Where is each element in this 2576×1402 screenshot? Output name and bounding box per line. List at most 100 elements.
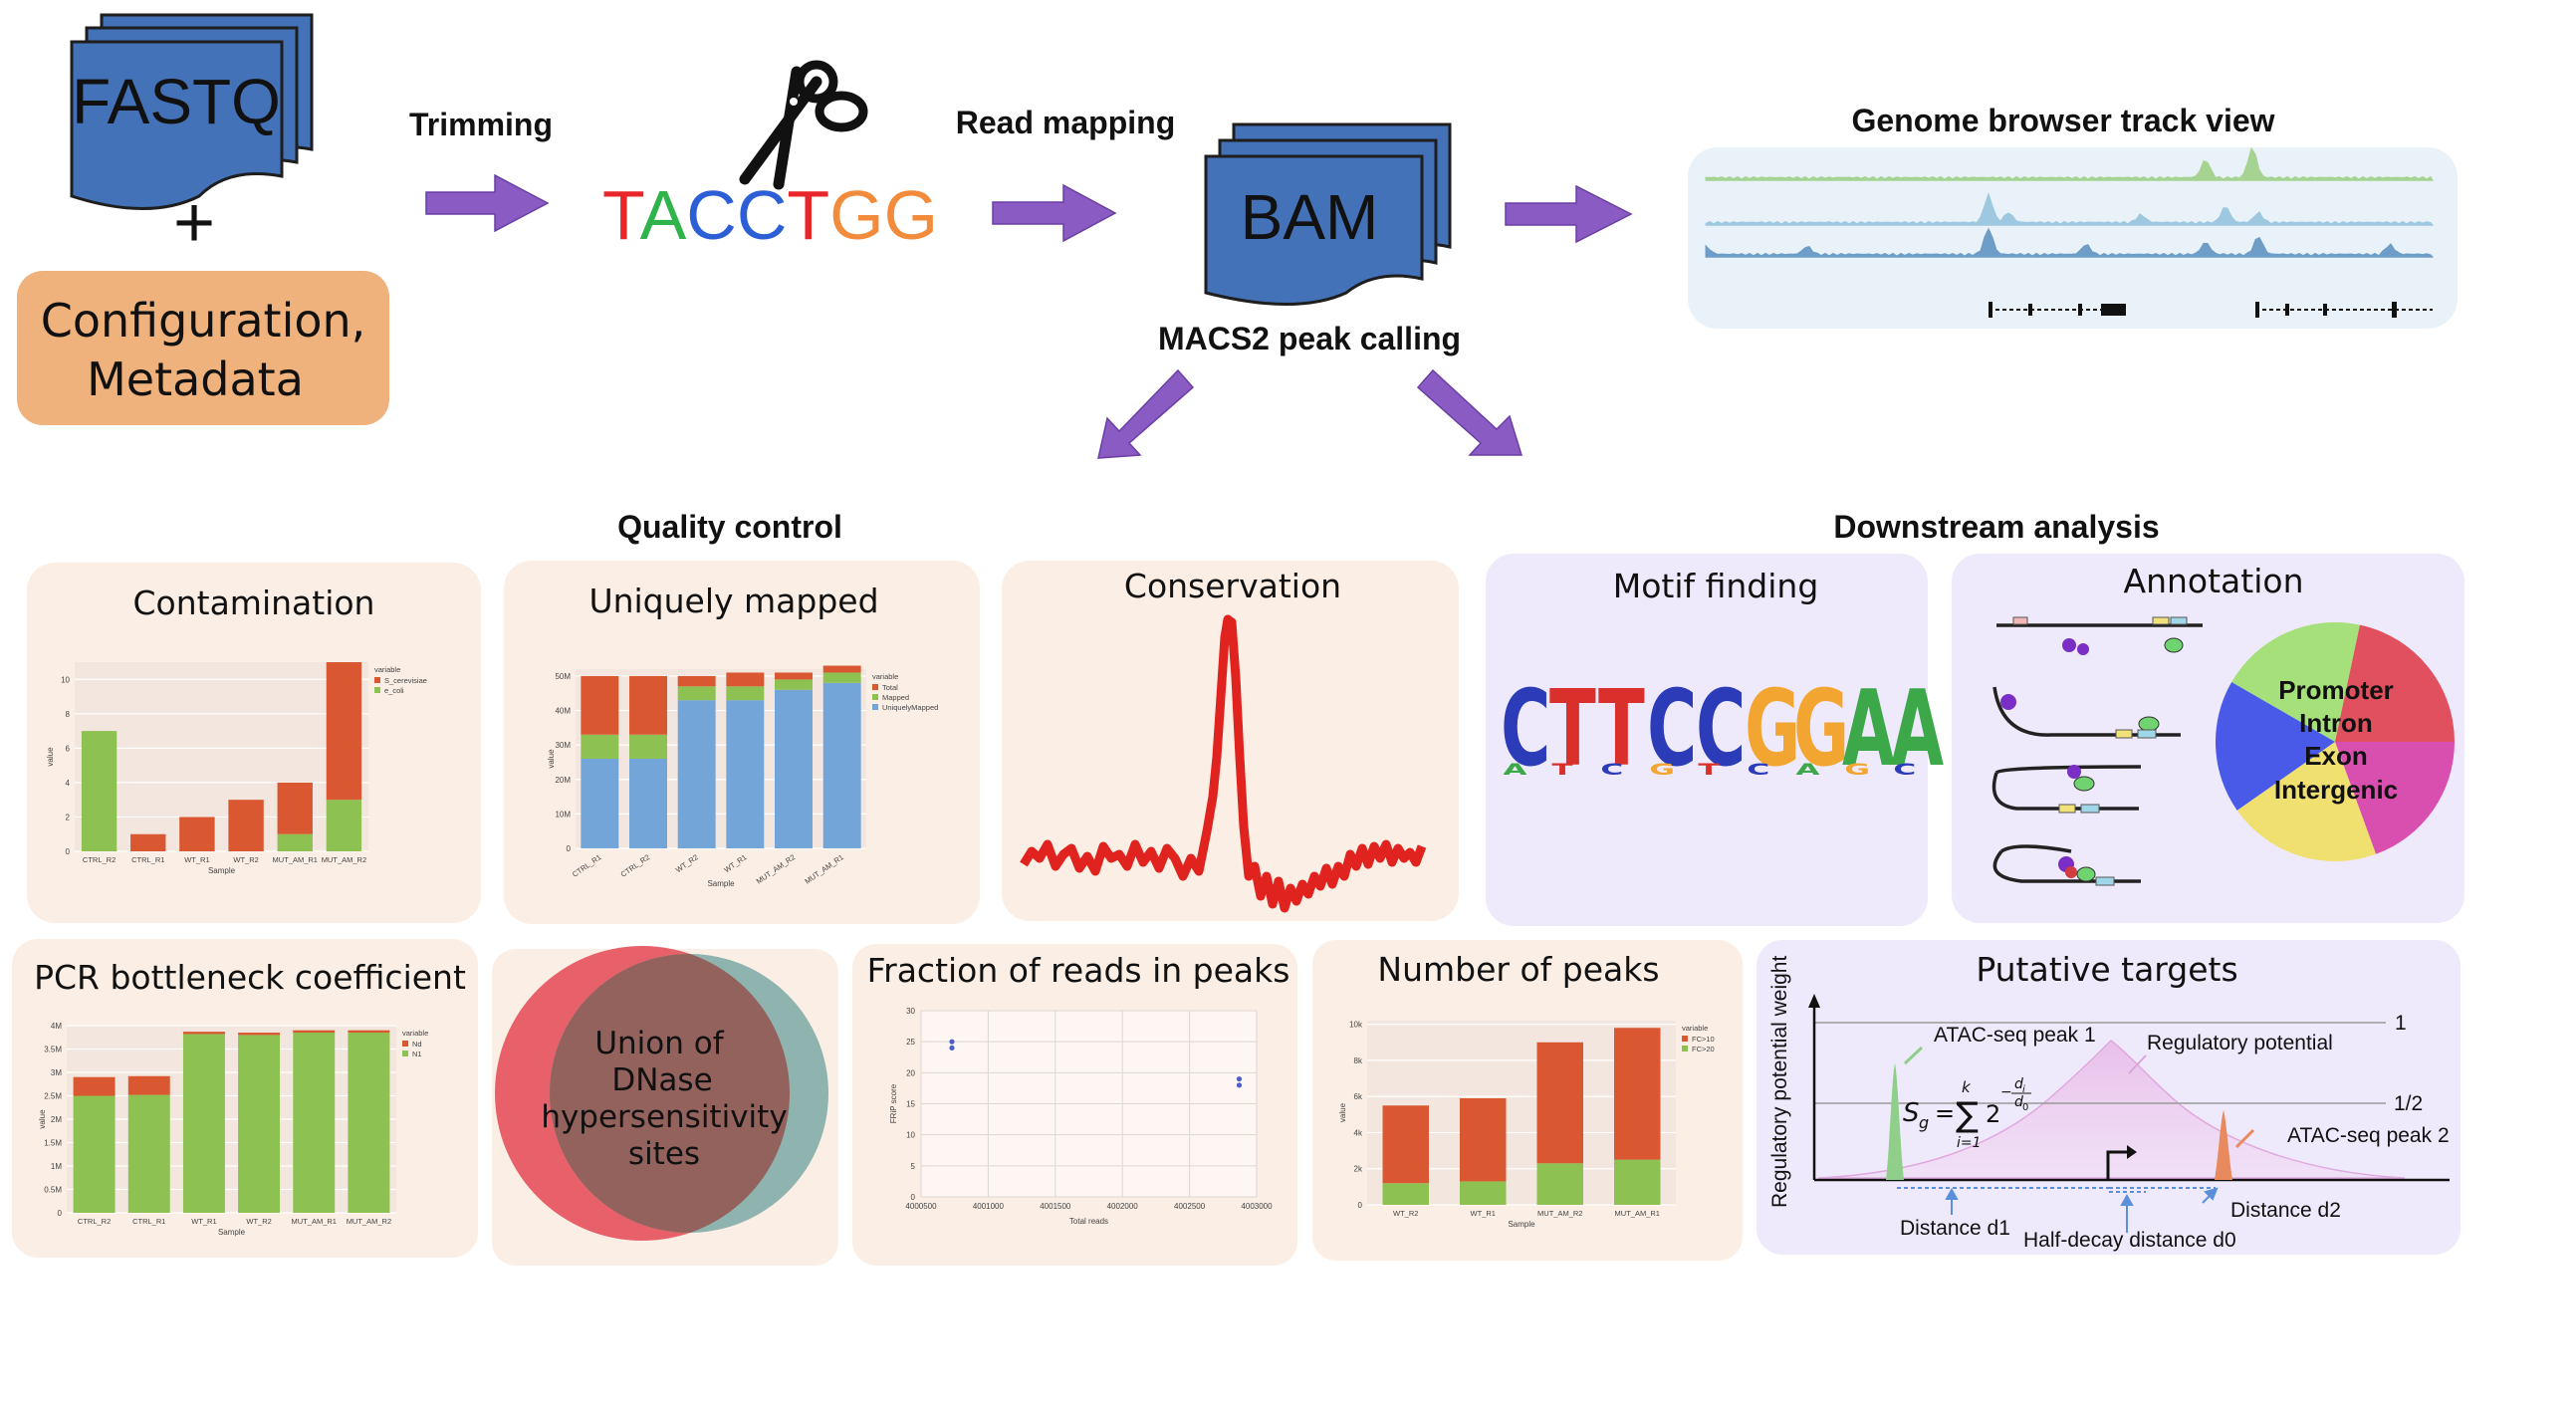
legend-label: S_cerevisiae xyxy=(384,676,427,685)
y-tick-label: 4k xyxy=(1354,1128,1363,1137)
conservation-title: Conservation xyxy=(1124,567,1341,605)
y-axis-label: value xyxy=(38,1109,47,1129)
formula-two: 2 xyxy=(1986,1100,2000,1128)
tss-arrowhead-icon xyxy=(2127,1145,2137,1159)
x-tick-label: MUT_AM_R2 xyxy=(347,1217,391,1226)
y-tick-label: 5 xyxy=(911,1162,916,1171)
legend-title: variable xyxy=(872,672,898,681)
x-tick-label: 4000500 xyxy=(905,1202,937,1211)
y-tick-label: 8 xyxy=(66,710,71,719)
x-tick-label: MUT_AM_R2 xyxy=(1537,1209,1582,1218)
signal-track xyxy=(1705,191,2435,226)
pie-label-promoter: Promoter xyxy=(2278,675,2394,705)
x-tick-label: CTRL_R1 xyxy=(131,855,164,864)
bar-segment xyxy=(277,782,313,834)
bar-segment xyxy=(629,734,667,759)
y-tick-label: 10k xyxy=(1349,1021,1363,1030)
arrow-to-trimming xyxy=(425,173,550,233)
x-tick-label: 4002500 xyxy=(1174,1202,1206,1211)
x-tick-label: CTRL_R2 xyxy=(78,1217,111,1226)
bar-segment xyxy=(629,675,667,735)
arrow-to-genome-browser xyxy=(1505,184,1633,244)
bar-segment xyxy=(326,662,362,801)
legend-title: variable xyxy=(402,1029,428,1038)
legend-label: Mapped xyxy=(882,693,909,702)
motif-minor-letter: C xyxy=(1747,760,1769,778)
motif-finding-panel: Motif finding CA TT TC CG CT GC GA AG AC xyxy=(1486,554,1944,926)
bar-segment xyxy=(581,759,619,848)
pie-slice xyxy=(2236,742,2377,862)
bar-segment xyxy=(822,672,861,683)
motif-minor-letter: G xyxy=(1649,760,1675,778)
bar-segment xyxy=(677,675,716,687)
motif-letter: A xyxy=(1891,668,1944,791)
y-tick-label: 25 xyxy=(906,1038,915,1047)
y-tick-label: 10 xyxy=(906,1131,915,1140)
bar-segment xyxy=(228,800,264,851)
legend-label: e_coli xyxy=(384,686,404,695)
bar-segment xyxy=(775,679,813,690)
read-mapping-label: Read mapping xyxy=(956,105,1175,140)
formula-sum: ∑ xyxy=(1956,1095,1979,1135)
y-axis-label: value xyxy=(547,749,556,769)
motif-minor-letter: C xyxy=(1893,760,1916,778)
x-tick-label: WT_R2 xyxy=(1393,1209,1418,1218)
pie-slice xyxy=(2335,624,2455,742)
x-axis-label: Sample xyxy=(218,1228,246,1237)
bar-segment xyxy=(822,665,861,673)
distance-markers xyxy=(1897,1187,2219,1233)
bar-segment xyxy=(581,675,619,735)
x-tick-label: 4001500 xyxy=(1040,1202,1071,1211)
bar-segment xyxy=(73,1095,116,1213)
bar-segment xyxy=(182,1032,225,1035)
regpot-pointer xyxy=(2128,1054,2147,1074)
number-of-peaks-panel: Number of peaks 0 2k 4k 6k 8k 10k WT_R2 WT_R1 MU… xyxy=(1312,940,1743,1261)
pie-labels: Promoter Intron Exon Intergenic xyxy=(2274,675,2398,805)
bar-segment xyxy=(1536,1042,1583,1164)
trimmed-sequence: TACCTGG xyxy=(602,176,938,254)
pcr-bottleneck-title: PCR bottleneck coefficient xyxy=(34,958,466,997)
y-tick-label: 2.5M xyxy=(44,1092,62,1101)
motif-minor-letter: T xyxy=(1698,760,1720,778)
config-line1: Configuration, xyxy=(41,294,366,348)
putative-targets-panel: Putative targets xyxy=(1756,940,2460,1255)
annotation-pie-chart xyxy=(2215,622,2455,862)
legend-swatch xyxy=(1682,1036,1688,1042)
scatter-point xyxy=(949,1045,955,1051)
formula-di: d xyxy=(2014,1076,2023,1092)
x-axis-label: Total reads xyxy=(1069,1217,1108,1226)
y-tick-label: 15 xyxy=(906,1100,915,1109)
bar-segment xyxy=(127,1075,170,1095)
peak2-pointer xyxy=(2234,1128,2255,1149)
union-dhs-label: Union of DNase hypersensitivity sites xyxy=(541,1026,787,1172)
genome-browser-panel xyxy=(1688,146,2458,329)
bar-segment xyxy=(127,1094,170,1213)
sequence-base: T xyxy=(787,176,829,254)
y-tick-label: 2 xyxy=(66,813,71,821)
y-tick-label: 40M xyxy=(555,707,571,716)
bar-segment xyxy=(677,686,716,701)
bar-segment xyxy=(726,686,765,701)
contamination-chart: 0 2 4 6 8 10 CTRL_R2 CTRL_R1 WT_R1 WT_R2 MUT_AM_R1… xyxy=(46,662,427,875)
motif-letter: G xyxy=(1745,668,1800,791)
motif-minor-letter: G xyxy=(1844,760,1870,778)
y-axis-label: FRiP score xyxy=(889,1083,898,1123)
formula-eq: = xyxy=(1935,1099,1955,1127)
formula-minus: − xyxy=(2000,1084,2012,1100)
motif-letter: C xyxy=(1696,668,1746,791)
y-axis-arrow-icon xyxy=(1808,994,1820,1008)
config-metadata-box: Configuration, Metadata xyxy=(17,271,389,425)
sequence-logo: CA TT TC CG CT GC GA AG AC xyxy=(1501,668,1944,791)
x-tick-label: WT_R2 xyxy=(233,855,258,864)
downstream-heading: Downstream analysis xyxy=(1833,509,2159,545)
y-axis-label: value xyxy=(1338,1102,1347,1122)
bar-segment xyxy=(73,1076,116,1096)
y-tick-label: 2M xyxy=(51,1115,62,1124)
sequence-base: A xyxy=(640,176,687,254)
uniquely-mapped-title: Uniquely mapped xyxy=(588,582,878,620)
weight-half-label: 1/2 xyxy=(2394,1092,2423,1115)
legend-label: N1 xyxy=(412,1050,422,1058)
y-tick-label: 1M xyxy=(51,1162,62,1171)
pcr-bottleneck-chart: 0 0.5M 1M 1.5M 2M 2.5M 3M 3.5M 4M CTRL_R2 CTRL_R1 W… xyxy=(38,1022,428,1237)
